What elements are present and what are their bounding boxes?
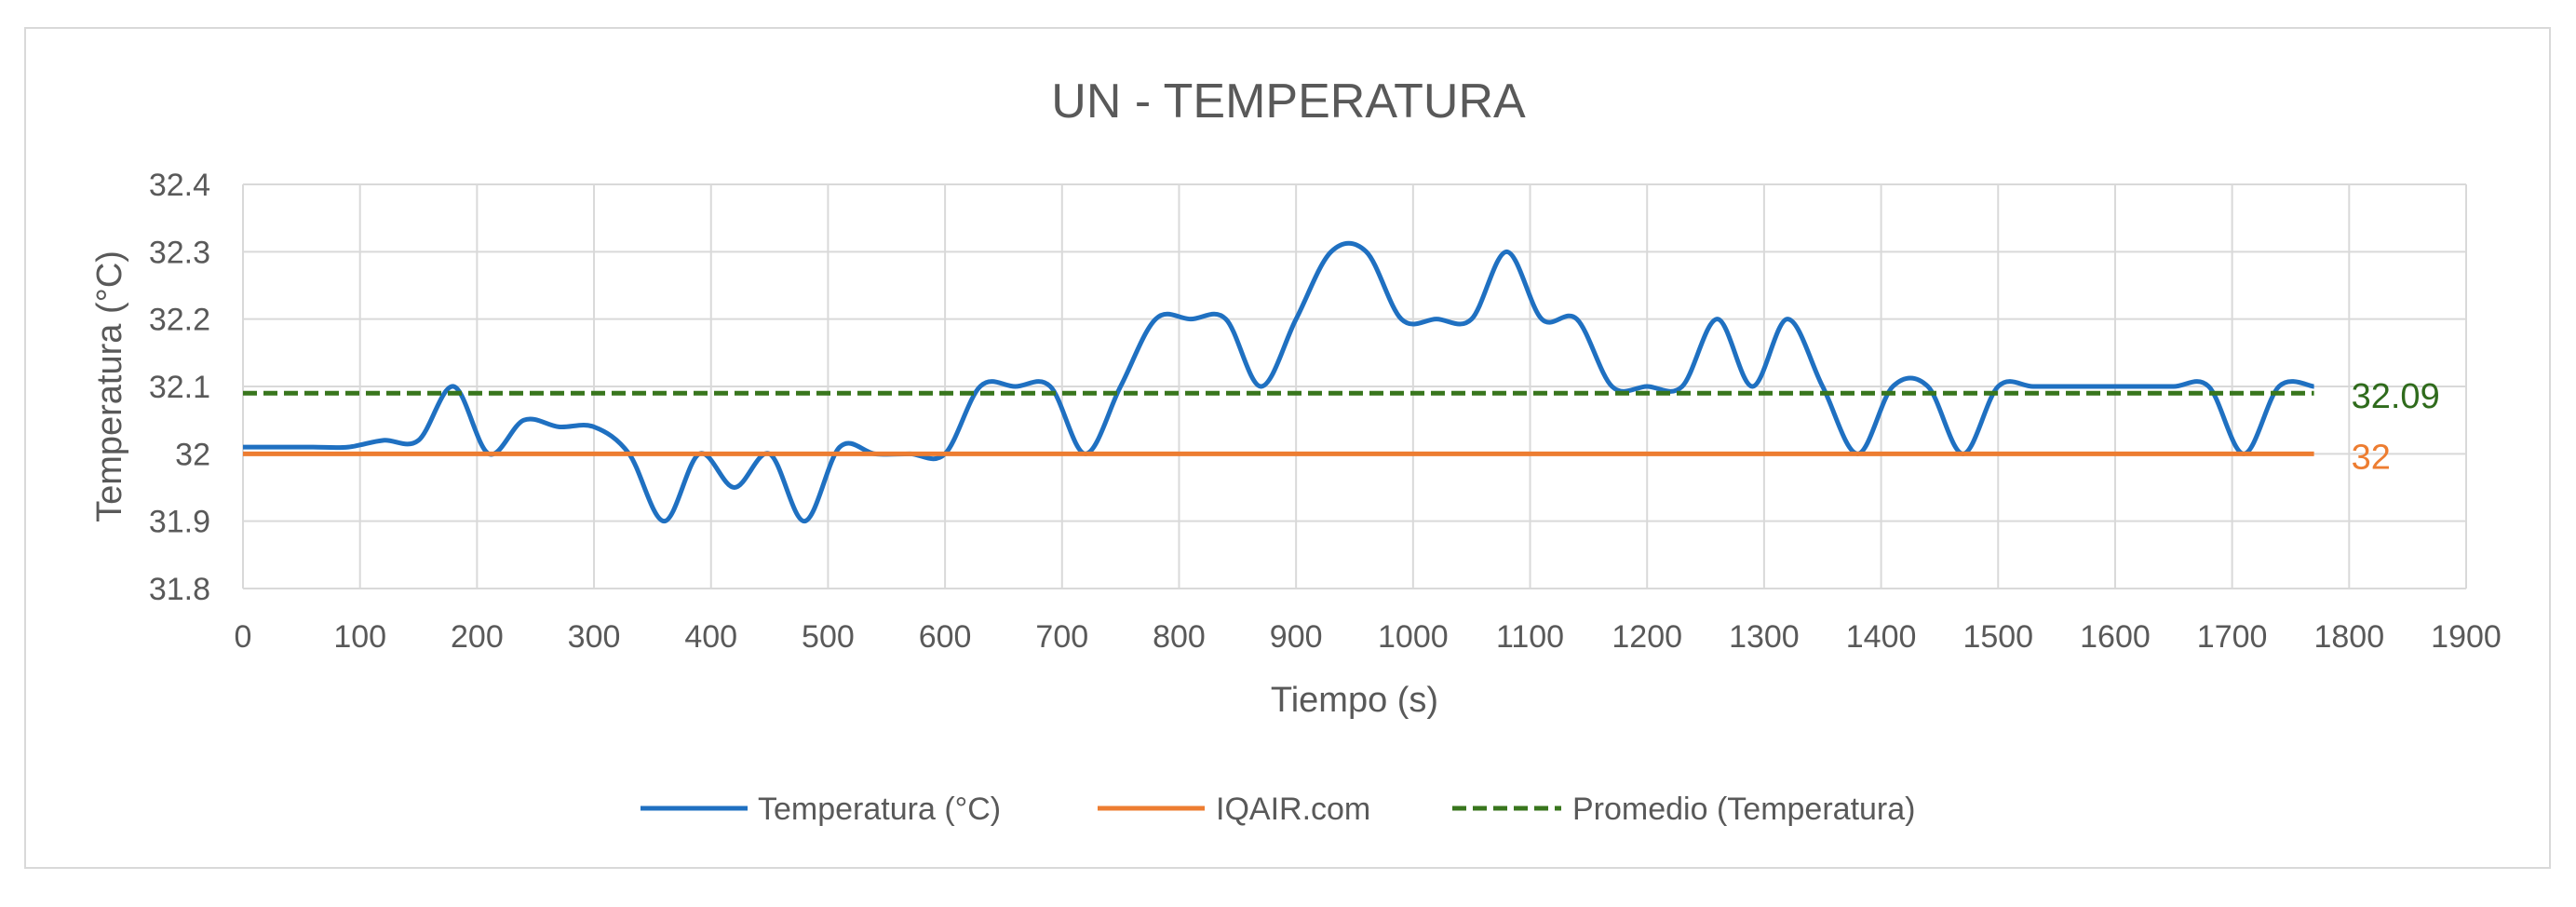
x-tick-label: 600 — [919, 619, 972, 655]
x-tick-label: 1800 — [2313, 619, 2384, 655]
x-axis-title: Tiempo (s) — [1271, 681, 1438, 720]
legend-item-average: Promedio (Temperatura) — [1452, 792, 1915, 827]
legend-label-average: Promedio (Temperatura) — [1572, 792, 1915, 827]
legend-label-temperature: Temperatura (°C) — [758, 792, 1001, 827]
x-axis-tick-labels: 0 100 200 300 400 500 600 700 800 900 1000 1100 1200… — [235, 619, 2502, 655]
y-axis-title: Temperatura (°C) — [90, 250, 129, 522]
x-tick-label: 1900 — [2431, 619, 2502, 655]
legend-label-iqair: IQAIR.com — [1216, 792, 1370, 827]
legend-item-temperature: Temperatura (°C) — [641, 792, 1001, 827]
x-tick-label: 1000 — [1378, 619, 1449, 655]
average-data-label: 32.09 — [2352, 377, 2440, 416]
y-tick-label: 32.3 — [149, 235, 210, 270]
x-tick-label: 1400 — [1846, 619, 1917, 655]
x-tick-label: 800 — [1153, 619, 1206, 655]
y-tick-label: 31.9 — [149, 505, 210, 540]
x-tick-label: 200 — [451, 619, 504, 655]
x-tick-label: 700 — [1035, 619, 1088, 655]
legend: Temperatura (°C) IQAIR.com Promedio (Tem… — [641, 792, 1915, 827]
chart-title: UN - TEMPERATURA — [1051, 74, 1526, 129]
x-tick-label: 300 — [568, 619, 621, 655]
x-tick-label: 1200 — [1612, 619, 1682, 655]
legend-item-iqair: IQAIR.com — [1098, 792, 1370, 827]
y-axis-tick-labels: 32.4 32.3 32.2 32.1 32 31.9 31.8 — [149, 168, 210, 607]
x-tick-label: 1500 — [1962, 619, 2033, 655]
y-tick-label: 32.1 — [149, 370, 210, 405]
x-tick-label: 100 — [333, 619, 386, 655]
y-tick-label: 32.2 — [149, 303, 210, 338]
x-tick-label: 1600 — [2080, 619, 2151, 655]
iqair-data-label: 32 — [2352, 438, 2391, 477]
y-tick-label: 32.4 — [149, 168, 210, 203]
y-tick-label: 31.8 — [149, 572, 210, 607]
x-tick-label: 500 — [802, 619, 855, 655]
x-tick-label: 1700 — [2197, 619, 2268, 655]
x-tick-label: 0 — [235, 619, 252, 655]
x-tick-label: 400 — [684, 619, 737, 655]
y-tick-label: 32 — [175, 437, 210, 472]
x-tick-label: 1100 — [1496, 619, 1564, 655]
x-tick-label: 900 — [1270, 619, 1323, 655]
chart-area-border — [24, 27, 2551, 869]
x-tick-label: 1300 — [1729, 619, 1800, 655]
plot-series — [243, 240, 2315, 524]
